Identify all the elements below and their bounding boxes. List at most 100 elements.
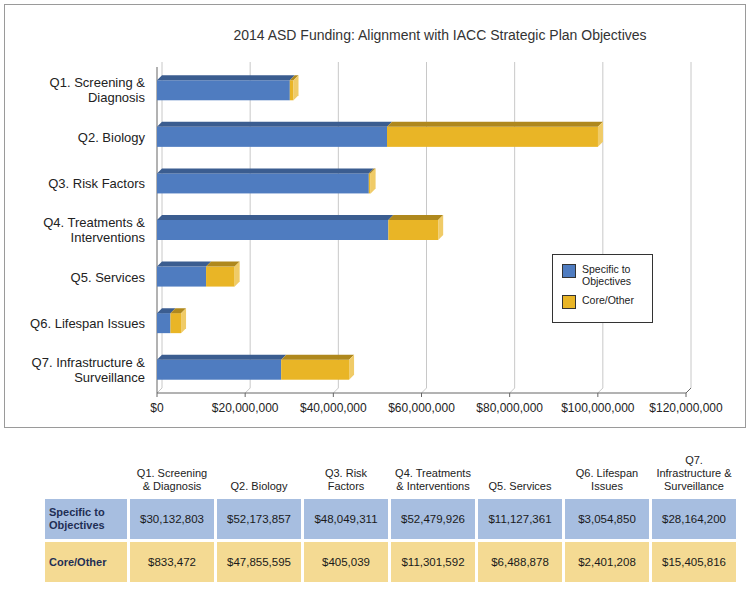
bar-top [157,75,295,80]
grid-floor [333,388,338,393]
bar-side [294,75,299,100]
grid-line [691,62,692,388]
legend-swatch [562,264,576,278]
category-label: Q5. Services [17,269,145,284]
table-body: Specific to Objectives$30,132,803$52,173… [45,499,736,582]
x-axis [157,393,686,394]
tick-mark [245,393,246,397]
tick-label: $20,000,000 [212,401,279,415]
bar [157,267,206,287]
bar [388,220,438,240]
grid [157,62,691,393]
table-cell: $52,173,857 [217,499,301,539]
bar-side [235,262,240,287]
tick-label: $0 [150,401,164,415]
chart-title: 2014 ASD Funding: Alignment with IACC St… [233,27,646,43]
table-cell: $11,127,361 [478,499,562,539]
tick-mark [421,393,422,397]
legend: Specific to Objectives Core/Other [552,254,653,323]
table-cell: $833,472 [130,542,214,582]
header-cell: Q7. Infrastructure & Surveillance [652,443,736,496]
grid-floor [422,388,427,393]
data-table: Q1. Screening & DiagnosisQ2. BiologyQ3. … [42,440,739,585]
bar [157,313,170,333]
bar-top [157,168,374,173]
bar [157,80,290,100]
page: {"chart_data": { "type": "bar", "orienta… [0,0,750,613]
table-cell: $15,405,816 [652,542,736,582]
legend-swatch [562,295,576,309]
bar-top [281,355,354,360]
corner-cell [45,443,127,496]
grid-line [602,62,603,388]
header-cell: Q1. Screening & Diagnosis [130,443,214,496]
bar [281,360,349,380]
bar-side [438,215,443,240]
bar-side [598,122,603,147]
legend-item: Core/Other [562,294,644,309]
bar [387,127,598,147]
bar [157,127,387,147]
bar [157,360,281,380]
x-axis-depth [686,388,691,393]
header-cell: Q6. Lifespan Issues [565,443,649,496]
row-label: Core/Other [45,542,127,582]
tick-mark [333,393,334,397]
table-cell: $47,855,595 [217,542,301,582]
grid-floor [245,388,250,393]
legend-text: Core/Other [582,294,644,306]
table-cell: $30,132,803 [130,499,214,539]
table-cell: $48,049,311 [304,499,388,539]
table-cell: $11,301,592 [391,542,475,582]
bar-top [387,122,603,127]
grid-floor [598,388,603,393]
bar [170,313,181,333]
grid-line [514,62,515,388]
category-label: Q6. Lifespan Issues [17,316,145,331]
tick-label: $80,000,000 [476,401,543,415]
grid-floor [686,388,691,393]
category-label: Q2. Biology [17,129,145,144]
bar-top [157,355,286,360]
chart-frame [5,5,746,428]
bar [290,80,294,100]
category-label: Q1. Screening & Diagnosis [17,75,145,105]
bar [369,173,371,193]
table-cell: $28,164,200 [652,499,736,539]
tick-mark [597,393,598,397]
category-label: Q4. Treatments & Interventions [17,215,145,245]
bar-side [181,308,186,333]
header-cell: Q5. Services [478,443,562,496]
category-label: Q7. Infrastructure & Surveillance [17,355,145,385]
bar-top [157,122,392,127]
table-cell: $6,488,878 [478,542,562,582]
bar-top [157,262,211,267]
grid-floor [157,388,162,393]
header-cell: Q2. Biology [217,443,301,496]
legend-item: Specific to Objectives [562,263,644,287]
header-cell: Q4. Treatments & Interventions [391,443,475,496]
table-cell: $52,479,926 [391,499,475,539]
bar [206,267,235,287]
bar-top [157,215,393,220]
legend-text: Specific to Objectives [582,263,644,287]
header-cell: Q3. Risk Factors [304,443,388,496]
bar-top [206,262,240,267]
table-row: Core/Other$833,472$47,855,595$405,039$11… [45,542,736,582]
tick-label: $100,000,000 [561,401,635,415]
tick-mark [686,393,687,397]
tick-label: $120,000,000 [649,401,723,415]
header-row: Q1. Screening & DiagnosisQ2. BiologyQ3. … [45,443,736,496]
table-cell: $405,039 [304,542,388,582]
category-label: Q3. Risk Factors [17,176,145,191]
bar [157,220,388,240]
tick-mark [157,393,158,397]
bars [157,75,603,379]
table-row: Specific to Objectives$30,132,803$52,173… [45,499,736,539]
table-cell: $3,054,850 [565,499,649,539]
bar-side [349,355,354,380]
bar [157,173,369,193]
tick-label: $60,000,000 [388,401,455,415]
tick-mark [509,393,510,397]
bar-side [371,168,376,193]
